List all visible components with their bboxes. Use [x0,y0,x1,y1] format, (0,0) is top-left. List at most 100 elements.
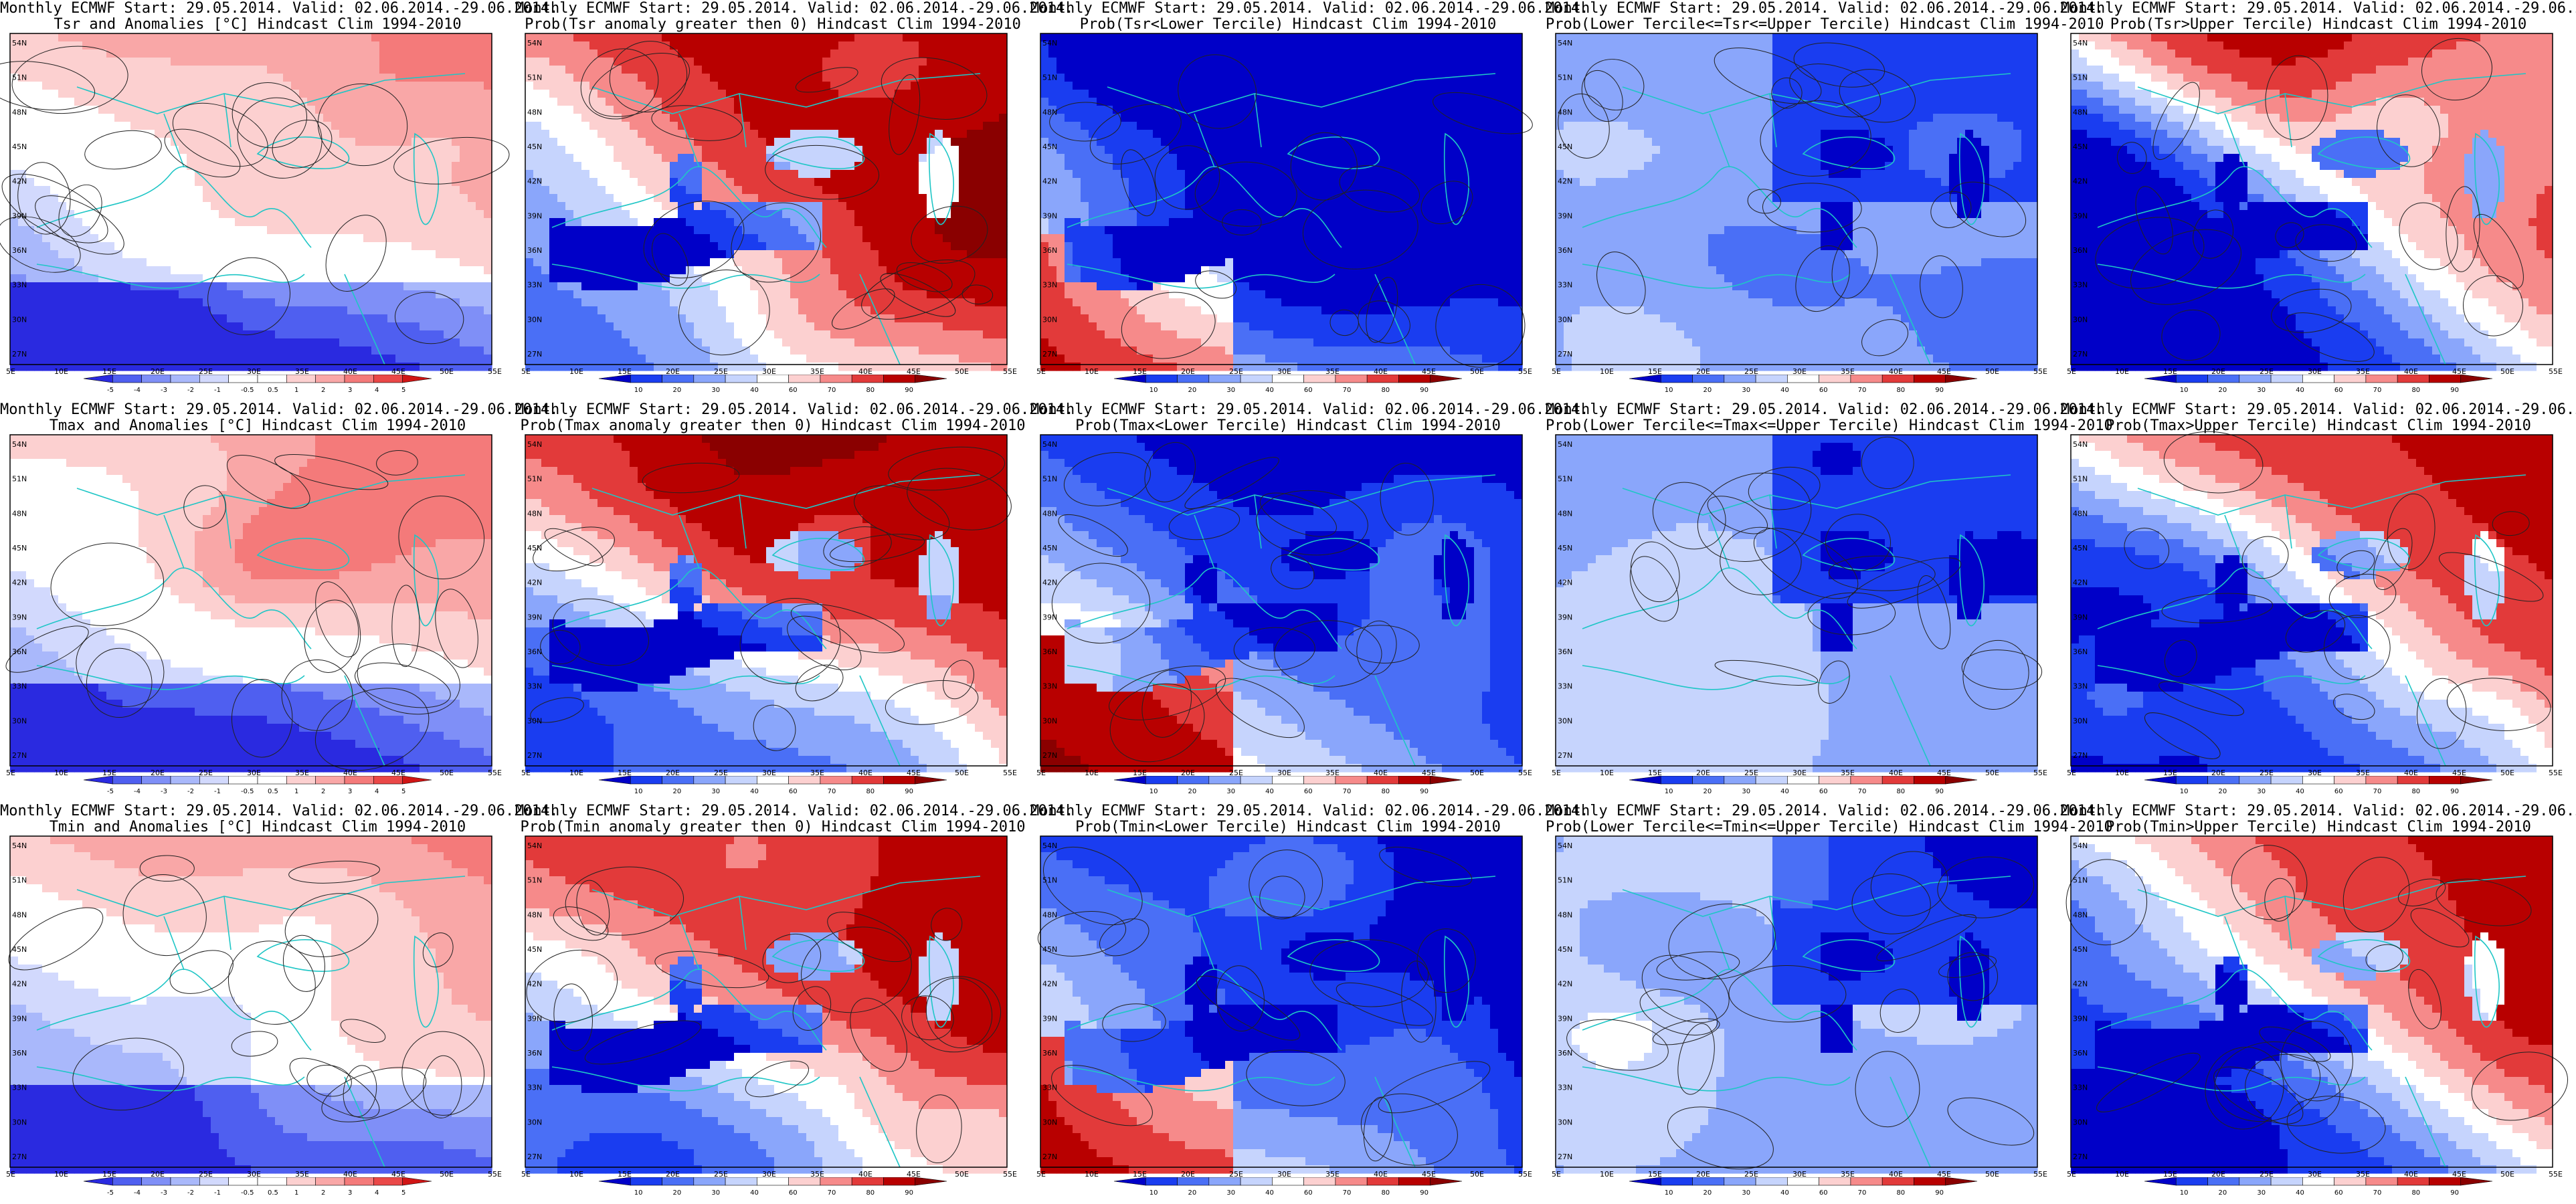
lon-tick-label: 55E [2033,769,2047,777]
map-r1c2: 54N 51N 48N 45N 42N 39N 36N 33N 30N 27N 5E 10E 15E 20… [521,33,1017,376]
lat-tick-label: 54N [1042,39,1057,47]
colorbar-swatch [199,375,229,383]
colorbar-tick-label: 30 [1742,1189,1750,1197]
colorbar-tick-label: 60 [1819,1189,1828,1197]
colorbar-swatch [286,1177,316,1186]
colorbar-tick-label: -3 [161,788,167,795]
colorbar-swatch [315,776,345,785]
map-panel-r3c1: Monthly ECMWF Start: 29.05.2014. Valid: … [0,803,558,1204]
lat-tick-label: 30N [527,1118,542,1126]
lon-tick-label: 35E [2356,769,2370,777]
colorbar-swatch [2429,776,2462,785]
colorbar-r2c2: 10 20 30 40 60 70 80 90 [598,776,947,795]
lat-tick-label: 51N [2073,475,2088,484]
colorbar-swatch [788,776,821,785]
colorbar-swatch [630,375,662,383]
panel-title-line1: Monthly ECMWF Start: 29.05.2014. Valid: … [2061,401,2576,418]
lat-tick-label: 27N [527,350,542,359]
map-frame [525,33,1008,365]
map-panel-r1c3: Monthly ECMWF Start: 29.05.2014. Valid: … [1030,0,1588,401]
lat-tick-label: 48N [527,108,542,116]
lon-tick-label: 15E [2163,367,2177,376]
lat-tick-label: 27N [1042,1152,1057,1161]
lat-tick-label: 39N [2073,211,2088,220]
lon-tick-label: 10E [54,769,68,777]
map-panel-r2c4: Monthly ECMWF Start: 29.05.2014. Valid: … [1546,401,2113,803]
colorbar-swatch [257,1177,287,1186]
colorbar-swatch [1755,375,1788,383]
colorbar-swatch [2207,1177,2240,1186]
colorbar-tick-label: 40 [2296,387,2304,394]
colorbar-tick-label: 20 [1188,788,1197,795]
lat-tick-label: 36N [1558,1049,1572,1058]
lon-tick-label: 25E [2260,769,2274,777]
lon-tick-label: 25E [714,1170,728,1179]
lat-tick-label: 51N [1558,876,1572,885]
colorbar-swatch [693,1177,726,1186]
colorbar-tick-label: 10 [2180,788,2189,795]
lon-tick-label: 40E [2404,769,2418,777]
colorbar-swatch [1177,776,1210,785]
lon-tick-label: 10E [2115,1170,2129,1179]
colorbar-tick-label: 90 [1420,1189,1429,1197]
lon-tick-label: 45E [907,1170,921,1179]
colorbar-tick-label: 40 [1265,387,1274,394]
lon-tick-label: 20E [151,367,165,376]
lat-tick-label: 51N [1042,74,1057,82]
colorbar-tick-label: 20 [673,387,682,394]
lon-tick-label: 5E [521,769,531,777]
colorbar-swatch [1787,776,1819,785]
lat-tick-label: 33N [527,281,542,290]
colorbar-tick-label: 4 [375,1189,379,1197]
lat-tick-label: 27N [527,1152,542,1161]
lon-tick-label: 5E [2067,367,2076,376]
colorbar-tick-label: -5 [107,387,114,394]
lat-tick-label: 30N [1042,315,1057,324]
lat-tick-label: 36N [527,647,542,656]
lon-tick-label: 30E [1792,367,1807,376]
colorbar-tick-label: 80 [2411,788,2420,795]
lon-tick-label: 45E [2452,769,2466,777]
lon-tick-label: 55E [2033,1170,2047,1179]
colorbar-swatch [2175,375,2208,383]
lon-tick-label: 10E [569,1170,583,1179]
colorbar-tick-label: 80 [2411,1189,2420,1197]
lat-tick-label: 30N [12,315,27,324]
map-r3c1: 54N 51N 48N 45N 42N 39N 36N 33N 30N 27N 5E 10E 15E 20… [6,835,502,1179]
colorbar-tick-label: 90 [1420,387,1429,394]
lon-tick-label: 40E [858,1170,872,1179]
lat-tick-label: 39N [1558,1014,1572,1023]
colorbar-tick-label: 0.5 [268,387,278,394]
lon-tick-label: 25E [199,367,213,376]
colorbar-swatch [725,776,757,785]
map-frame [2070,33,2553,365]
colorbar-swatch [820,776,852,785]
colorbar-swatch [1272,1177,1304,1186]
map-r2c3: 54N 51N 48N 45N 42N 39N 36N 33N 30N 27N 5E 10E 15E 20… [1036,434,1532,777]
colorbar-tick-label: 60 [2334,387,2343,394]
colorbar-swatch [1945,776,1978,785]
colorbar-swatch [662,1177,695,1186]
colorbar-swatch [1724,776,1756,785]
lon-tick-label: 55E [1003,1170,1017,1179]
colorbar-swatch [757,1177,789,1186]
colorbar-swatch [1914,776,1946,785]
colorbar-tick-label: 60 [1819,387,1828,394]
lon-tick-label: 50E [2500,769,2514,777]
colorbar-tick-label: -4 [134,1189,141,1197]
colorbar-swatch [1724,375,1756,383]
lat-tick-label: 51N [2073,74,2088,82]
map-frame [525,835,1008,1168]
lat-tick-label: 36N [12,647,27,656]
map-frame [9,33,492,365]
colorbar-swatch [1850,1177,1883,1186]
contour-lines [1566,851,2035,1170]
lon-tick-label: 20E [666,769,680,777]
lat-tick-label: 27N [527,751,542,760]
lon-tick-label: 45E [2452,367,2466,376]
colorbar-tick-label: 10 [1665,387,1673,394]
lon-tick-label: 30E [1792,1170,1807,1179]
lon-tick-label: 10E [54,367,68,376]
colorbar-tick-label: 0.5 [268,1189,278,1197]
colorbar-tick-label: 40 [1265,788,1274,795]
